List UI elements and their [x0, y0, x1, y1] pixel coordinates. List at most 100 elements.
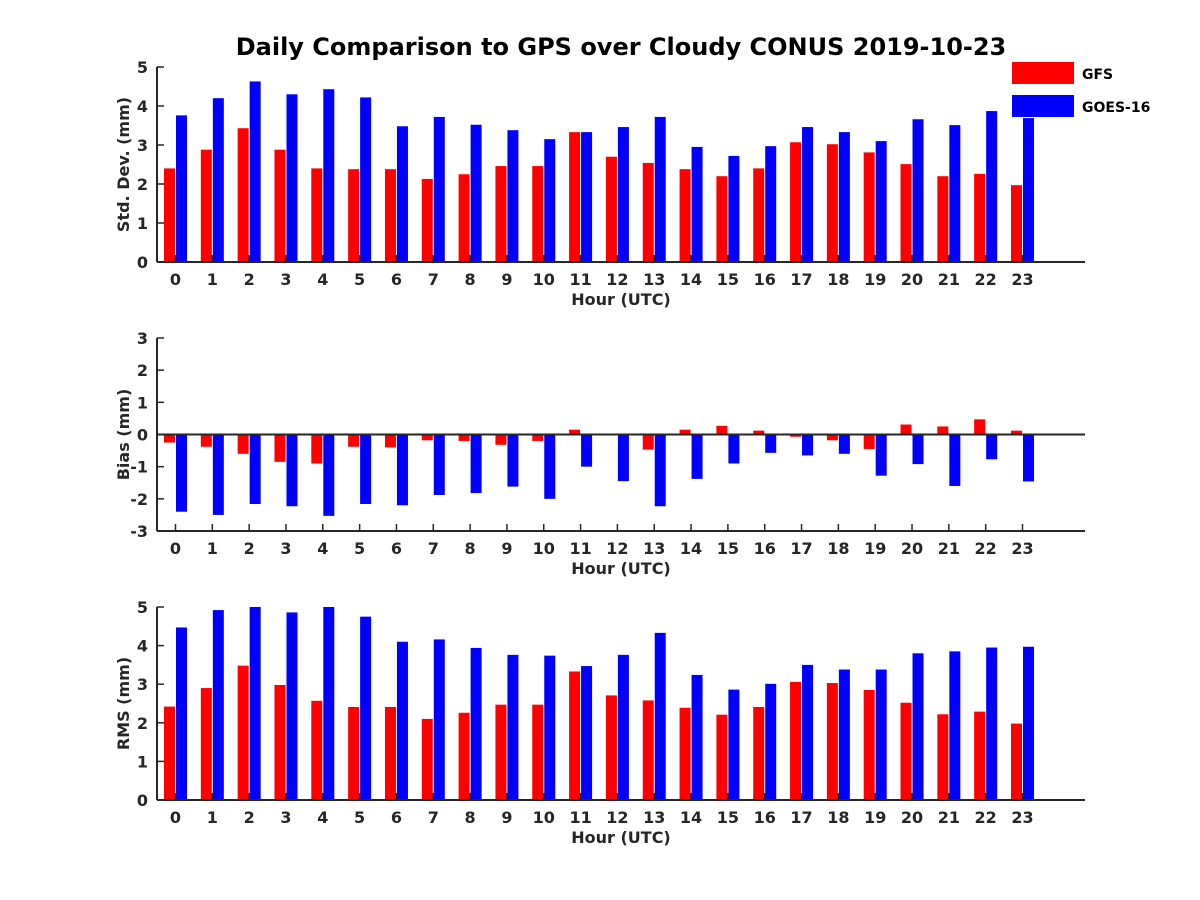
- bar: [212, 434, 224, 515]
- x-axis-label: Hour (UTC): [571, 290, 671, 309]
- bar: [495, 434, 507, 445]
- y-tick-label: 1: [137, 752, 148, 771]
- bar: [164, 706, 175, 800]
- bar: [384, 434, 396, 448]
- x-tick-label: 21: [938, 539, 960, 558]
- series-goes-16: [176, 434, 1034, 516]
- x-tick-label: 3: [280, 539, 291, 558]
- x-tick-label: 11: [569, 270, 591, 289]
- bar: [470, 434, 482, 494]
- bar: [802, 434, 814, 456]
- bar: [311, 434, 323, 464]
- bar: [348, 434, 360, 447]
- x-tick-label: 13: [643, 270, 665, 289]
- bar: [900, 702, 912, 800]
- y-tick-label: 2: [137, 714, 148, 733]
- bar: [1023, 434, 1034, 482]
- y-tick-label: 5: [137, 58, 148, 77]
- legend-label: GOES-16: [1082, 100, 1150, 116]
- bar: [617, 434, 629, 482]
- y-tick-label: 0: [137, 791, 148, 810]
- bar: [1011, 723, 1022, 800]
- x-tick-label: 7: [428, 270, 439, 289]
- bar: [384, 706, 396, 800]
- bar: [458, 434, 470, 441]
- bar: [544, 434, 556, 499]
- bar: [286, 94, 298, 262]
- bar: [654, 116, 666, 262]
- x-tick-label: 22: [975, 270, 997, 289]
- x-tick-label: 8: [465, 539, 476, 558]
- bar: [691, 434, 703, 479]
- bar: [200, 149, 212, 262]
- x-tick-label: 6: [391, 270, 402, 289]
- x-tick-label: 19: [864, 808, 886, 827]
- x-tick-label: 17: [790, 808, 812, 827]
- bar: [433, 116, 445, 262]
- bar: [949, 125, 961, 262]
- bar: [569, 671, 581, 800]
- x-tick-label: 5: [354, 808, 365, 827]
- x-tick-label: 1: [207, 808, 218, 827]
- bar: [532, 704, 544, 800]
- bar: [605, 695, 617, 800]
- bar: [728, 155, 740, 262]
- bar: [654, 434, 666, 507]
- x-tick-label: 12: [606, 539, 628, 558]
- x-tick-label: 5: [354, 270, 365, 289]
- bar: [421, 178, 433, 262]
- bar: [360, 616, 372, 800]
- bar: [826, 434, 838, 441]
- y-tick-label: 4: [137, 637, 148, 656]
- x-tick-label: 10: [533, 270, 555, 289]
- x-tick-label: 0: [170, 539, 181, 558]
- bar: [396, 434, 408, 506]
- legend-swatch: [1012, 62, 1074, 84]
- x-tick-label: 9: [501, 539, 512, 558]
- x-tick-label: 8: [465, 270, 476, 289]
- bar: [765, 146, 777, 262]
- y-tick-label: 4: [137, 97, 148, 116]
- x-tick-label: 23: [1011, 808, 1033, 827]
- x-tick-label: 22: [975, 539, 997, 558]
- bar: [544, 655, 556, 800]
- bar: [433, 434, 445, 495]
- y-axis-label: RMS (mm): [114, 657, 133, 750]
- x-tick-label: 10: [533, 808, 555, 827]
- bar: [716, 425, 728, 435]
- bar: [458, 174, 470, 262]
- bar: [949, 651, 961, 800]
- bar: [937, 714, 949, 800]
- bar: [384, 169, 396, 262]
- series-gfs: [164, 419, 1022, 464]
- series-goes-16: [176, 81, 1034, 263]
- bar: [581, 132, 593, 262]
- x-tick-label: 17: [790, 539, 812, 558]
- bar: [212, 98, 224, 262]
- x-tick-label: 16: [754, 808, 776, 827]
- x-tick-label: 6: [391, 539, 402, 558]
- bar: [164, 434, 175, 443]
- y-tick-label: 0: [137, 253, 148, 272]
- bar: [237, 128, 249, 262]
- bar: [790, 434, 802, 437]
- y-tick-label: 2: [137, 361, 148, 380]
- x-tick-label: 17: [790, 270, 812, 289]
- x-tick-label: 14: [680, 270, 702, 289]
- bar: [311, 700, 323, 800]
- x-tick-label: 19: [864, 539, 886, 558]
- x-tick-label: 11: [569, 539, 591, 558]
- x-tick-label: 4: [317, 808, 328, 827]
- x-tick-label: 3: [280, 270, 291, 289]
- bar: [986, 434, 998, 460]
- x-tick-label: 14: [680, 808, 702, 827]
- y-tick-label: 1: [137, 214, 148, 233]
- bar: [691, 674, 703, 800]
- x-tick-label: 16: [754, 270, 776, 289]
- x-tick-label: 20: [901, 270, 923, 289]
- x-tick-label: 9: [501, 270, 512, 289]
